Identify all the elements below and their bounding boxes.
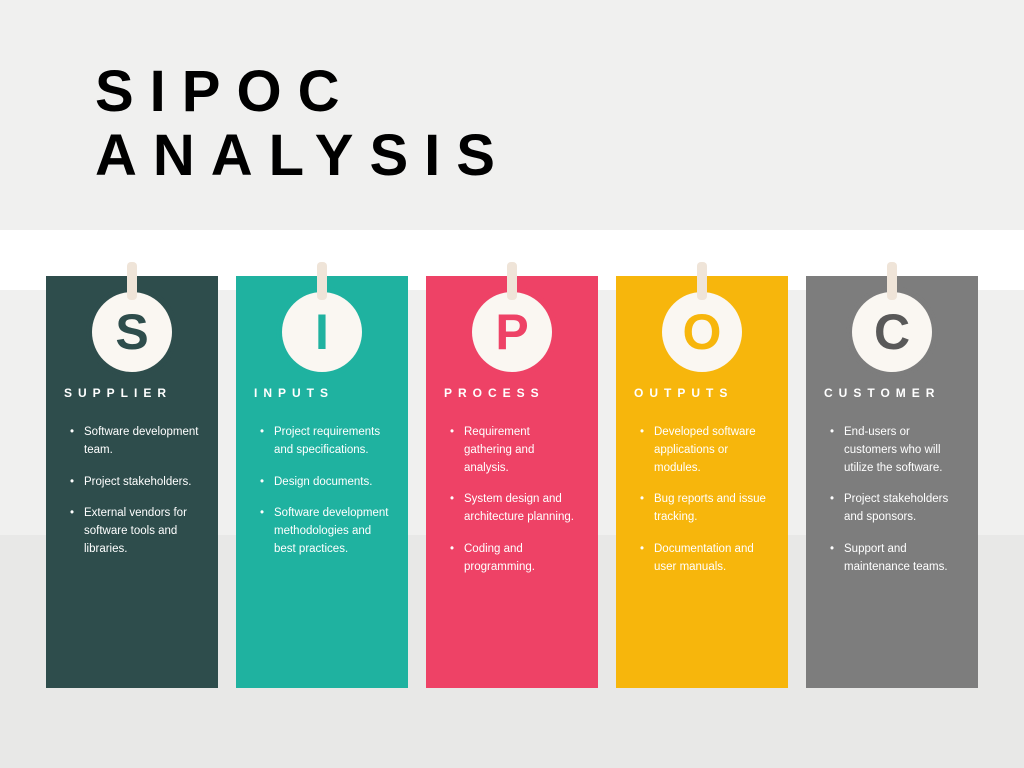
list-item: End-users or customers who will utilize …: [830, 424, 960, 477]
sipoc-column-o: O OUTPUTS Developed software applications …: [616, 276, 788, 688]
list-item: Project stakeholders.: [70, 474, 200, 492]
column-label: SUPPLIER: [64, 386, 200, 400]
column-label: CUSTOMER: [824, 386, 960, 400]
header: SIPOC ANALYSIS: [0, 0, 1024, 230]
list-item: Bug reports and issue tracking.: [640, 491, 770, 527]
column-label: INPUTS: [254, 386, 390, 400]
column-letter: P: [495, 307, 528, 357]
column-letter: O: [683, 307, 722, 357]
column-letter: I: [315, 307, 329, 357]
list-item: Coding and programming.: [450, 541, 580, 577]
column-items: Requirement gathering and analysis. Syste…: [444, 424, 580, 577]
column-items: End-users or customers who will utilize …: [824, 424, 960, 577]
column-items: Project requirements and specifications.…: [254, 424, 390, 559]
column-label: OUTPUTS: [634, 386, 770, 400]
letter-circle: I: [282, 292, 362, 372]
column-label: PROCESS: [444, 386, 580, 400]
page-title: SIPOC ANALYSIS: [95, 60, 1024, 188]
list-item: Requirement gathering and analysis.: [450, 424, 580, 477]
letter-circle: P: [472, 292, 552, 372]
column-items: Software development team. Project stakeh…: [64, 424, 200, 559]
list-item: Design documents.: [260, 474, 390, 492]
letter-circle: C: [852, 292, 932, 372]
hook-icon: [507, 262, 517, 300]
title-line2: ANALYSIS: [95, 123, 511, 188]
sipoc-columns: S SUPPLIER Software development team. Proje…: [46, 276, 978, 688]
list-item: Software development methodologies and b…: [260, 505, 390, 558]
sipoc-column-s: S SUPPLIER Software development team. Proje…: [46, 276, 218, 688]
list-item: Developed software applications or modul…: [640, 424, 770, 477]
list-item: Project requirements and specifications.: [260, 424, 390, 460]
column-items: Developed software applications or modul…: [634, 424, 770, 577]
list-item: Documentation and user manuals.: [640, 541, 770, 577]
hook-icon: [127, 262, 137, 300]
sipoc-column-i: I INPUTS Project requirements and specific…: [236, 276, 408, 688]
letter-circle: O: [662, 292, 742, 372]
hook-icon: [697, 262, 707, 300]
letter-circle: S: [92, 292, 172, 372]
hook-icon: [317, 262, 327, 300]
title-line1: SIPOC: [95, 59, 356, 124]
list-item: System design and architecture planning.: [450, 491, 580, 527]
column-letter: S: [115, 307, 148, 357]
list-item: Support and maintenance teams.: [830, 541, 960, 577]
sipoc-column-p: P PROCESS Requirement gathering and analys…: [426, 276, 598, 688]
hook-icon: [887, 262, 897, 300]
list-item: Software development team.: [70, 424, 200, 460]
list-item: External vendors for software tools and …: [70, 505, 200, 558]
column-letter: C: [874, 307, 910, 357]
sipoc-column-c: C CUSTOMER End-users or customers who will…: [806, 276, 978, 688]
list-item: Project stakeholders and sponsors.: [830, 491, 960, 527]
